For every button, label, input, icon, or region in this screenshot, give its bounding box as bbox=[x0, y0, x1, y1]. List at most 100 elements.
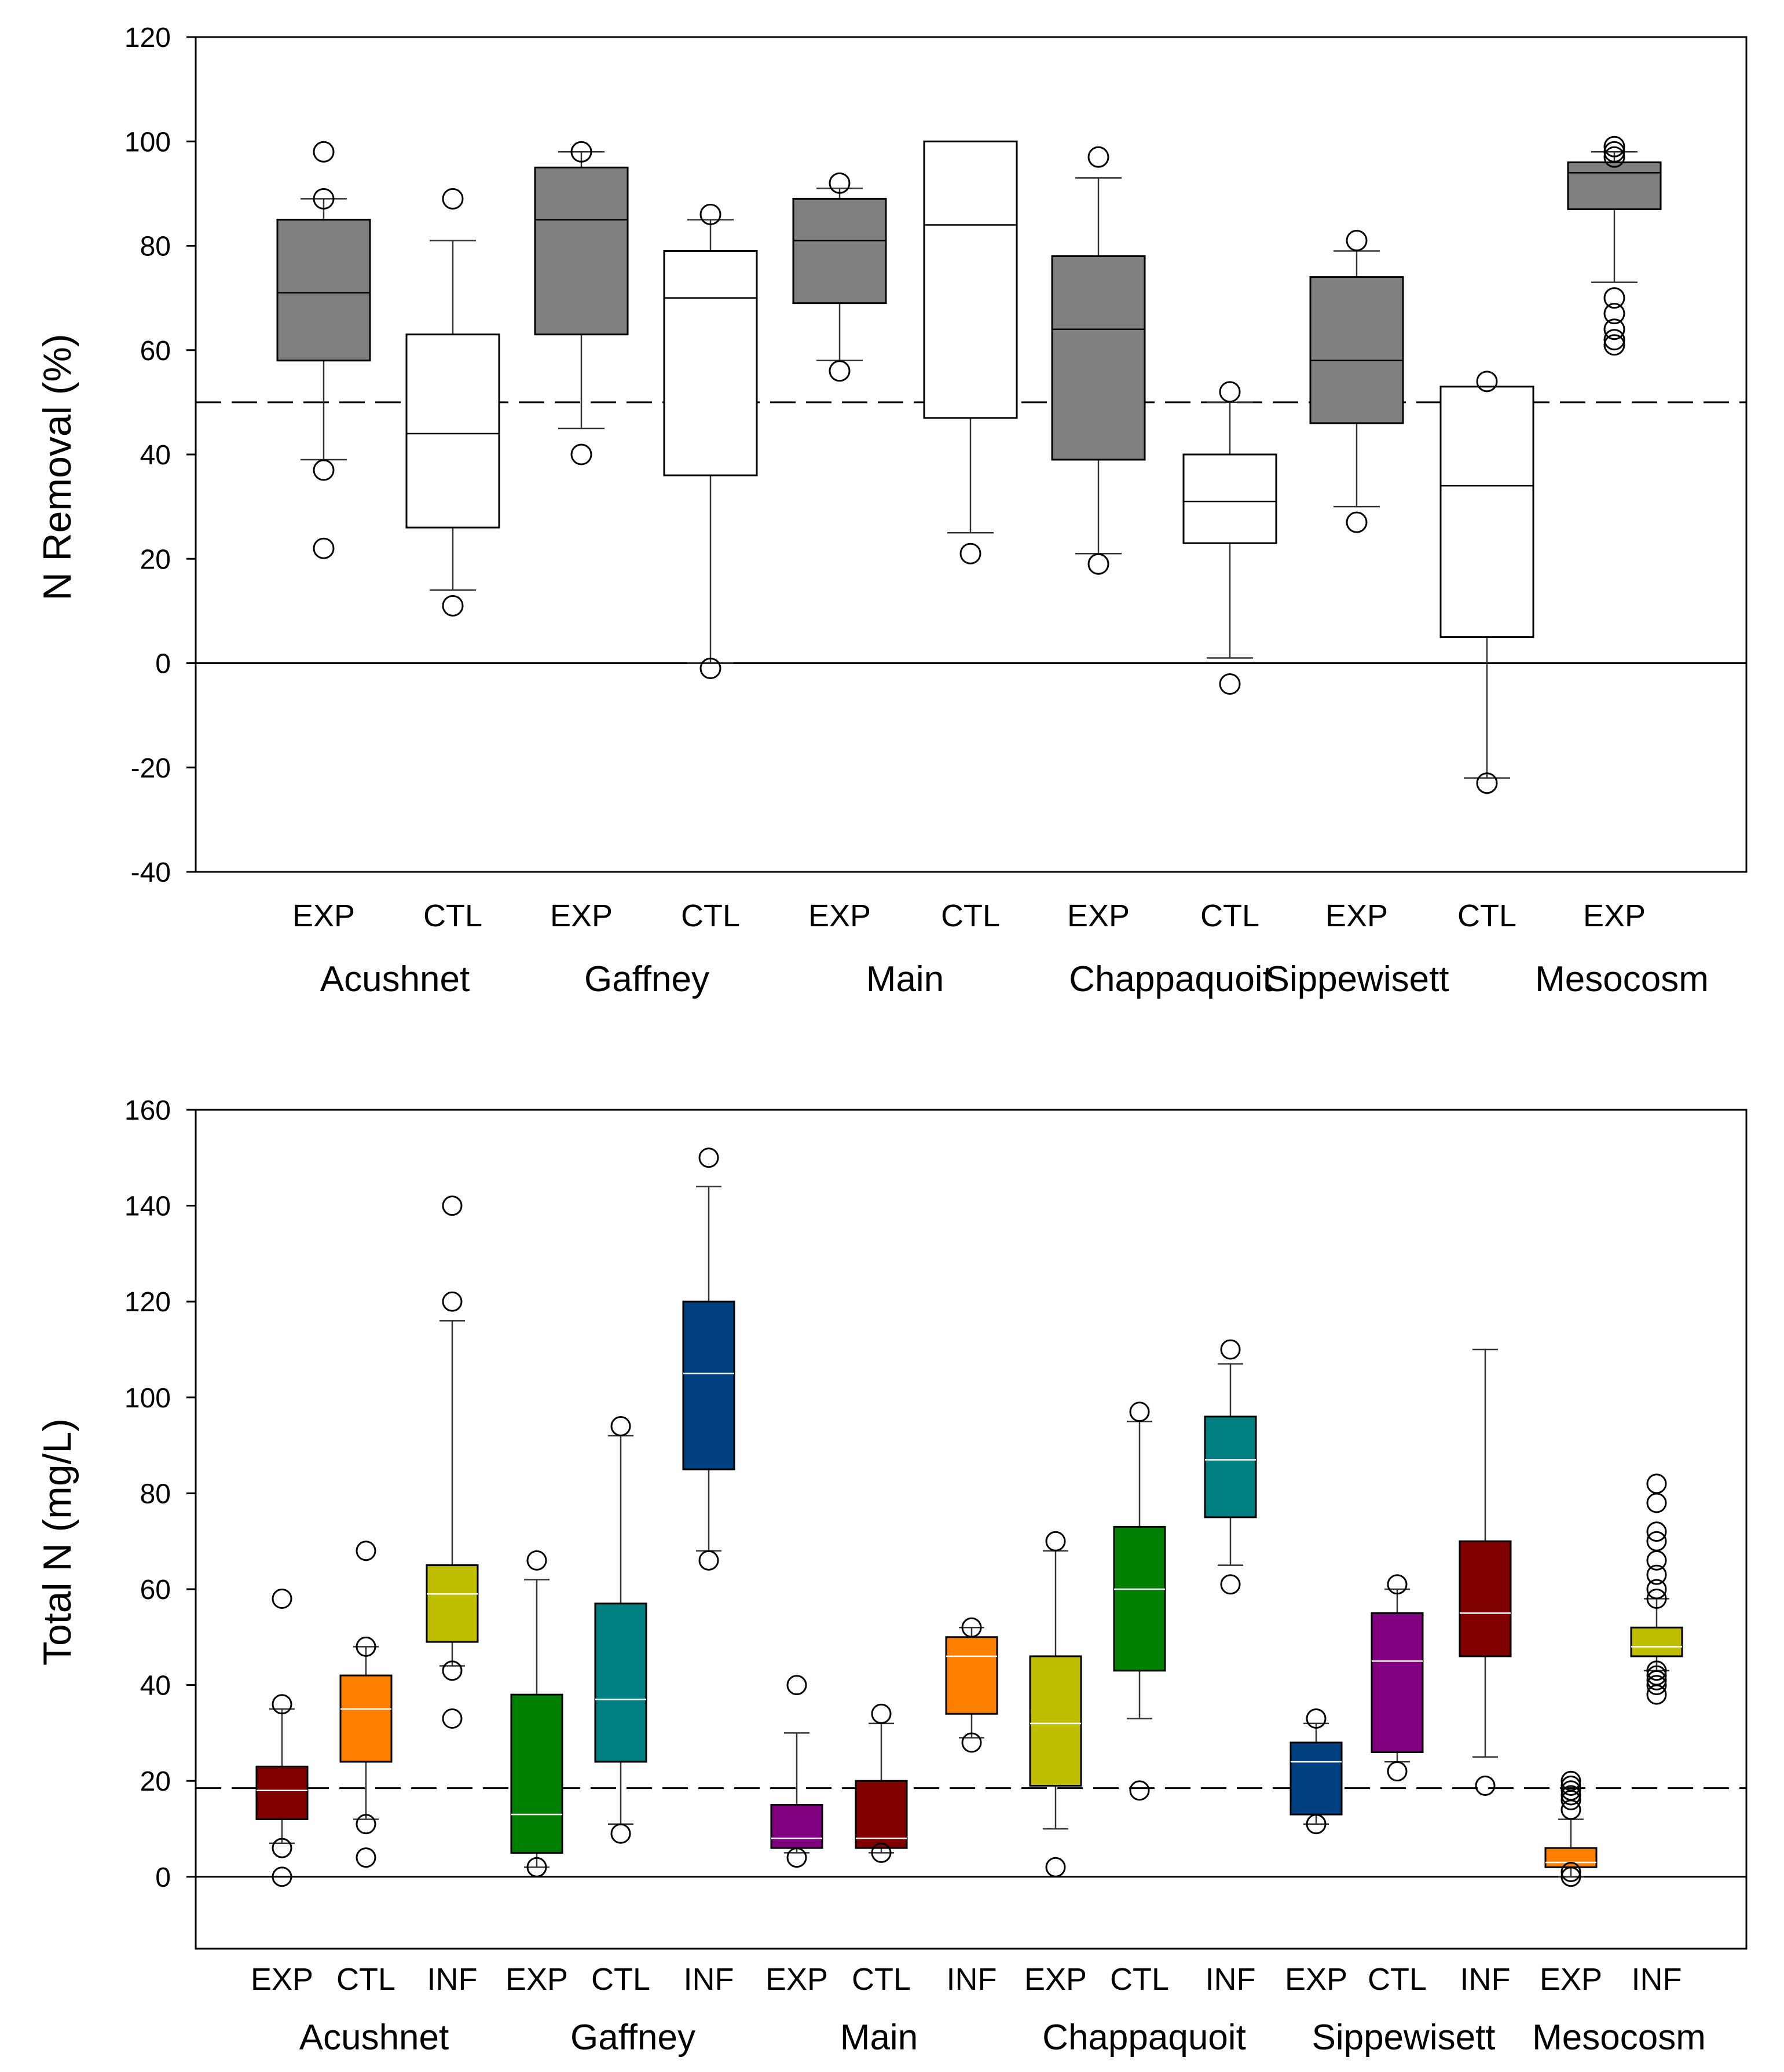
y-tick-label: 40 bbox=[140, 440, 171, 471]
outlier-point bbox=[1087, 146, 1109, 168]
outlier-point bbox=[829, 172, 851, 194]
box-iqr bbox=[1204, 1415, 1257, 1519]
group-label-chappaquoit: Chappaquoit bbox=[1069, 959, 1273, 999]
box-iqr bbox=[426, 1564, 479, 1643]
outlier-point bbox=[356, 1814, 376, 1835]
outlier-point bbox=[1646, 1675, 1667, 1696]
box-iqr bbox=[945, 1636, 998, 1715]
category-label: EXP bbox=[292, 899, 355, 933]
outlier-point bbox=[1087, 553, 1109, 575]
outlier-point bbox=[1387, 1574, 1408, 1595]
y-tick-label: 100 bbox=[124, 127, 171, 157]
category-label: CTL bbox=[681, 899, 740, 933]
outlier-point bbox=[610, 1415, 631, 1436]
category-label: EXP bbox=[1583, 899, 1646, 933]
outlier-point bbox=[1646, 1473, 1667, 1494]
outlier-point bbox=[961, 1617, 982, 1638]
y-tick-label: 20 bbox=[140, 1766, 171, 1797]
outlier-point bbox=[1560, 1785, 1581, 1806]
y-tick-label: -20 bbox=[131, 753, 171, 784]
group-label-acushnet: Acushnet bbox=[320, 959, 470, 999]
y-axis-label: Total N (mg/L) bbox=[35, 1418, 79, 1666]
box-iqr bbox=[276, 218, 371, 362]
box-sippewisett-ctl bbox=[1439, 371, 1534, 794]
category-label: INF bbox=[427, 1962, 478, 1997]
box-sippewisett-exp bbox=[1309, 229, 1404, 533]
box-iqr bbox=[594, 1602, 647, 1763]
category-label: CTL bbox=[1110, 1962, 1169, 1997]
outlier-point bbox=[1346, 229, 1368, 251]
box-gaffney-exp bbox=[510, 1550, 563, 1877]
box-iqr bbox=[1544, 1847, 1598, 1868]
box-acushnet-exp bbox=[276, 141, 371, 559]
box-iqr bbox=[1439, 386, 1534, 638]
outlier-point bbox=[699, 658, 721, 680]
outlier-point bbox=[1603, 329, 1625, 351]
box-iqr bbox=[339, 1674, 393, 1763]
outlier-point bbox=[356, 1636, 376, 1657]
y-tick-label: 100 bbox=[124, 1383, 171, 1414]
outlier-point bbox=[959, 542, 981, 564]
y-tick-label: 160 bbox=[124, 1095, 171, 1126]
outlier-point bbox=[1603, 141, 1625, 163]
outlier-point bbox=[961, 1732, 982, 1753]
outlier-point bbox=[1603, 303, 1625, 325]
outlier-point bbox=[1646, 1660, 1667, 1681]
y-tick-label: -40 bbox=[131, 857, 171, 888]
outlier-point bbox=[1646, 1589, 1667, 1609]
outlier-point bbox=[272, 1838, 292, 1858]
group-label-main: Main bbox=[840, 2018, 918, 2058]
category-label: EXP bbox=[808, 899, 871, 933]
box-chappaquoit-inf bbox=[1204, 1339, 1257, 1595]
outlier-point bbox=[570, 141, 592, 163]
outlier-point bbox=[871, 1842, 892, 1863]
y-tick-label: 60 bbox=[140, 336, 171, 366]
outlier-point bbox=[1560, 1862, 1581, 1883]
outlier-point bbox=[1646, 1579, 1667, 1600]
group-label-gaffney: Gaffney bbox=[584, 959, 709, 999]
outlier-point bbox=[1560, 1780, 1581, 1801]
box-iqr bbox=[510, 1693, 563, 1854]
box-gaffney-exp bbox=[534, 141, 629, 465]
outlier-point bbox=[313, 537, 335, 559]
group-label-mesocosm: Mesocosm bbox=[1535, 959, 1709, 999]
box-iqr bbox=[770, 1804, 823, 1849]
category-label: INF bbox=[947, 1962, 997, 1997]
box-iqr bbox=[1630, 1626, 1683, 1657]
outlier-point bbox=[1129, 1780, 1150, 1801]
outlier-point bbox=[356, 1541, 376, 1561]
outlier-point bbox=[313, 459, 335, 481]
box-iqr bbox=[792, 197, 887, 305]
box-chappaquoit-exp bbox=[1029, 1531, 1082, 1877]
outlier-point bbox=[610, 1823, 631, 1844]
group-label-gaffney: Gaffney bbox=[570, 2018, 695, 2058]
outlier-point bbox=[1603, 318, 1625, 340]
outlier-point bbox=[1560, 1770, 1581, 1791]
outlier-point bbox=[1646, 1665, 1667, 1686]
outlier-point bbox=[1646, 1550, 1667, 1571]
box-mesocosm-exp bbox=[1544, 1770, 1598, 1887]
y-tick-label: 60 bbox=[140, 1575, 171, 1605]
box-main-ctl bbox=[923, 140, 1018, 564]
category-label: CTL bbox=[1457, 899, 1516, 933]
box-acushnet-inf bbox=[426, 1195, 479, 1729]
box-acushnet-exp bbox=[255, 1589, 309, 1887]
category-label: EXP bbox=[1067, 899, 1130, 933]
outlier-point bbox=[698, 1550, 719, 1571]
category-label: CTL bbox=[591, 1962, 650, 1997]
box-sippewisett-inf bbox=[1459, 1348, 1512, 1796]
box-acushnet-ctl bbox=[405, 188, 500, 617]
outlier-point bbox=[871, 1703, 892, 1724]
box-gaffney-ctl bbox=[594, 1415, 647, 1844]
y-tick-label: 80 bbox=[140, 1479, 171, 1509]
outlier-point bbox=[272, 1694, 292, 1715]
y-tick-label: 0 bbox=[155, 649, 171, 680]
box-gaffney-inf bbox=[682, 1147, 735, 1571]
category-label: EXP bbox=[251, 1962, 313, 1997]
box-iqr bbox=[255, 1765, 309, 1820]
box-iqr bbox=[682, 1300, 735, 1470]
outlier-point bbox=[1219, 673, 1241, 695]
group-label-chappaquoit: Chappaquoit bbox=[1042, 2018, 1246, 2058]
outlier-point bbox=[1603, 334, 1625, 356]
